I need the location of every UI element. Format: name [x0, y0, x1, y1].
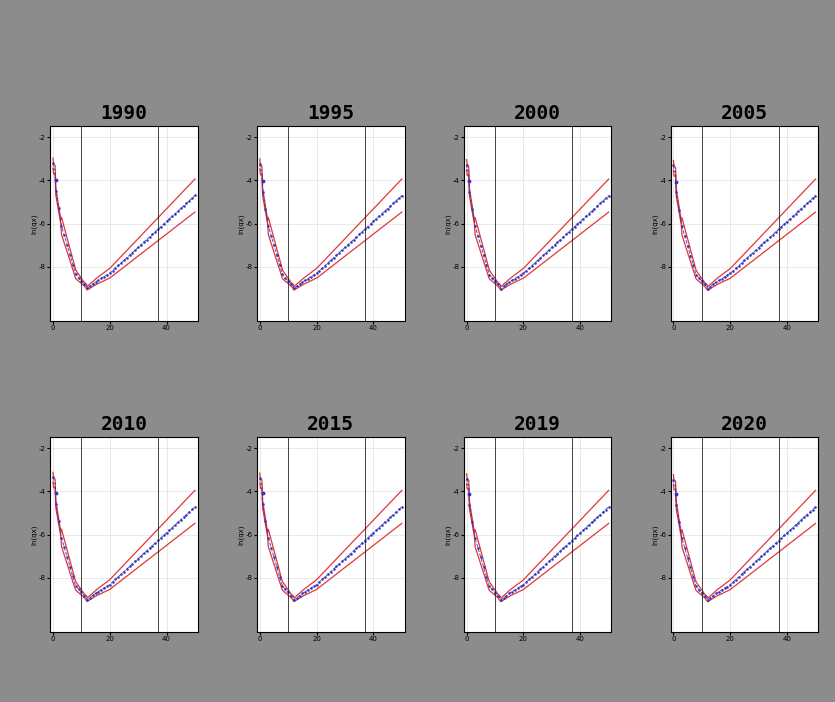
Title: 2010: 2010: [100, 416, 148, 435]
Y-axis label: ln(qx): ln(qx): [445, 213, 451, 234]
Y-axis label: ln(qx): ln(qx): [238, 524, 245, 545]
Title: 2020: 2020: [721, 416, 768, 435]
Title: 1990: 1990: [100, 105, 148, 124]
Title: 2000: 2000: [514, 105, 561, 124]
Y-axis label: ln(qx): ln(qx): [238, 213, 245, 234]
Title: 2015: 2015: [307, 416, 354, 435]
Title: 1995: 1995: [307, 105, 354, 124]
Y-axis label: ln(qx): ln(qx): [445, 524, 451, 545]
Y-axis label: ln(qx): ln(qx): [31, 213, 38, 234]
Y-axis label: ln(qx): ln(qx): [651, 524, 658, 545]
Y-axis label: ln(qx): ln(qx): [31, 524, 38, 545]
Y-axis label: ln(qx): ln(qx): [651, 213, 658, 234]
Title: 2005: 2005: [721, 105, 768, 124]
Title: 2019: 2019: [514, 416, 561, 435]
